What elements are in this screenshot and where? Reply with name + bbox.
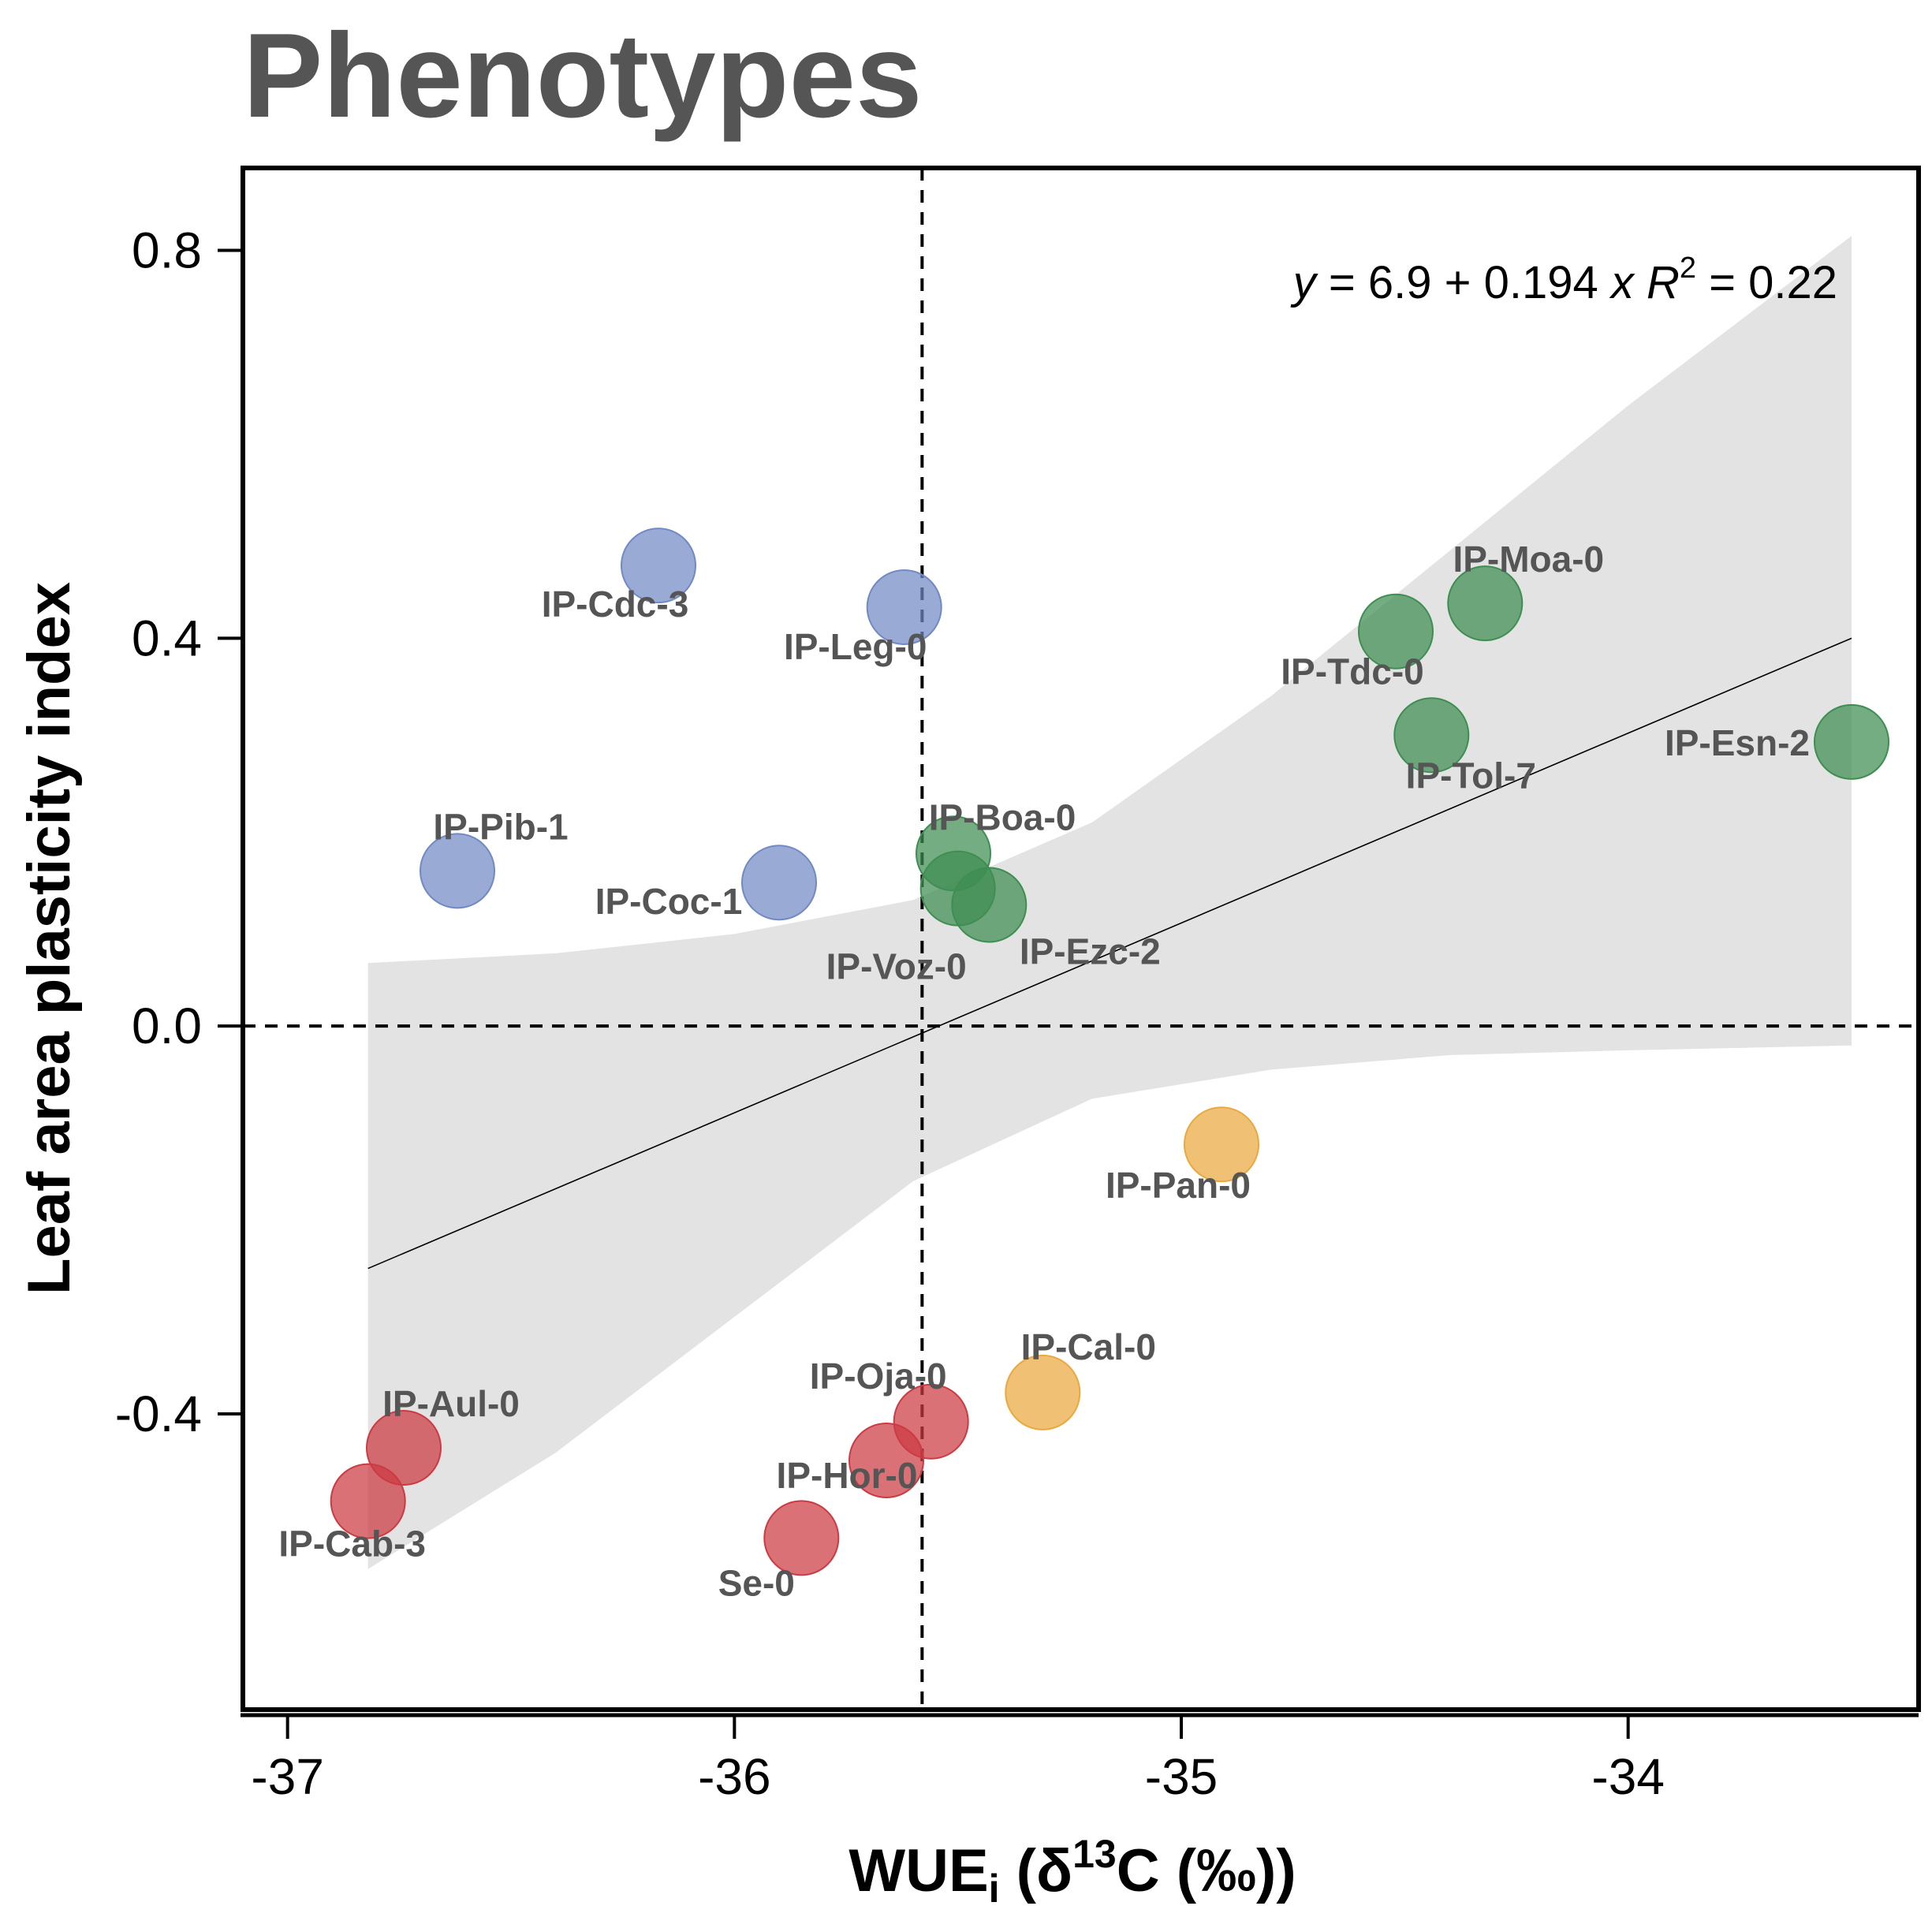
y-tick-label: 0.8: [132, 222, 202, 279]
y-axis-label: Leaf area plasticity index: [16, 582, 83, 1295]
point-label-ip-boa-0: IP-Boa-0: [929, 796, 1076, 837]
point-label-ip-aul-0: IP-Aul-0: [382, 1383, 520, 1424]
point-label-ip-leg-0: IP-Leg-0: [784, 626, 927, 667]
y-tick-label: 0.4: [132, 610, 202, 666]
data-point-ip-tol-7: [1393, 697, 1470, 774]
point-label-ip-oja-0: IP-Oja-0: [810, 1356, 947, 1397]
y-axis-ticks: -0.4 0.0 0.4 0.8: [115, 222, 243, 1442]
data-point-ip-cdc-3: [621, 528, 696, 604]
point-label-ip-pib-1: IP-Pib-1: [433, 806, 568, 847]
point-label-ip-esn-2: IP-Esn-2: [1665, 722, 1810, 763]
point-label-ip-tol-7: IP-Tol-7: [1406, 755, 1536, 796]
point-label-se-0: Se-0: [718, 1562, 795, 1603]
data-point-ip-esn-2: [1814, 703, 1889, 780]
x-tick-label: -35: [1145, 1748, 1218, 1805]
data-point-ip-pib-1: [420, 833, 495, 909]
point-label-ip-ezc-2: IP-Ezc-2: [1020, 931, 1161, 972]
x-axis-label: WUEi (δ13C (‰)): [849, 1832, 1296, 1911]
point-label-ip-cdc-3: IP-Cdc-3: [542, 584, 689, 625]
data-point-ip-cab-3: [330, 1463, 406, 1539]
regression-line: [367, 637, 1852, 1270]
data-point-ip-hor-0: [849, 1423, 924, 1498]
x-axis-ticks: -37 -36 -35 -34: [241, 1713, 1919, 1805]
data-point-ip-moa-0: [1447, 565, 1524, 642]
point-label-ip-voz-0: IP-Voz-0: [826, 946, 967, 987]
data-point-ip-ezc-2: [951, 867, 1028, 943]
data-point-ip-coc-1: [741, 845, 817, 921]
regression-equation: y = 6.9 + 0.194 x R2 = 0.22: [1290, 252, 1837, 308]
point-label-ip-cab-3: IP-Cab-3: [278, 1524, 426, 1565]
data-point-ip-aul-0: [366, 1410, 442, 1486]
data-points-layer: [330, 528, 1889, 1576]
y-tick-label: 0.0: [132, 998, 202, 1054]
regression-line-layer: [367, 637, 1852, 1270]
point-label-ip-pan-0: IP-Pan-0: [1106, 1165, 1251, 1206]
data-point-ip-tdc-0: [1358, 593, 1434, 669]
point-label-ip-moa-0: IP-Moa-0: [1453, 539, 1604, 580]
x-tick-label: -34: [1591, 1748, 1665, 1805]
y-tick-label: -0.4: [115, 1386, 202, 1442]
point-label-ip-coc-1: IP-Coc-1: [595, 881, 743, 922]
chart-title: Phenotypes: [243, 9, 923, 143]
point-labels-layer: IP-Cdc-3 IP-Leg-0 IP-Pib-1 IP-Coc-1 IP-Moa-0…: [278, 539, 1810, 1603]
x-tick-label: -37: [251, 1748, 324, 1805]
point-label-ip-tdc-0: IP-Tdc-0: [1281, 651, 1423, 692]
data-point-ip-leg-0: [866, 569, 942, 645]
confidence-band: [367, 236, 1852, 1569]
data-point-ip-cal-0: [1005, 1354, 1081, 1430]
confidence-band-layer: [367, 236, 1852, 1569]
x-tick-label: -36: [698, 1748, 771, 1805]
point-label-ip-hor-0: IP-Hor-0: [777, 1455, 918, 1496]
plot-frame: [241, 166, 1921, 1712]
data-point-se-0: [763, 1500, 840, 1576]
point-label-ip-cal-0: IP-Cal-0: [1021, 1326, 1156, 1367]
data-point-ip-pan-0: [1184, 1106, 1259, 1183]
